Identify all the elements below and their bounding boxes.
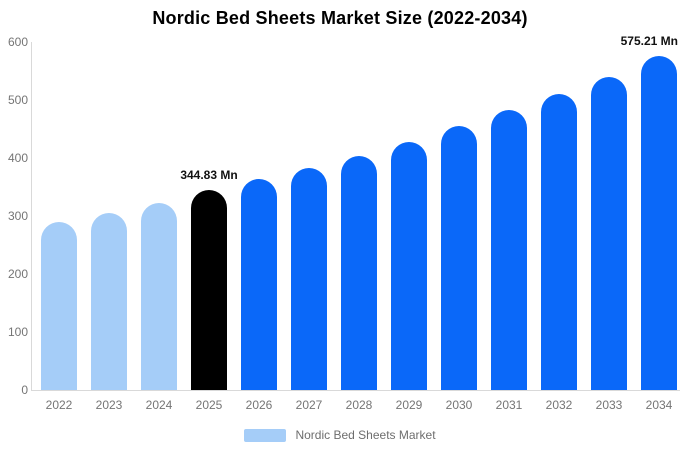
x-axis-tick-label: 2031 bbox=[495, 398, 523, 412]
x-axis-tick-label: 2028 bbox=[345, 398, 373, 412]
bar-2033[interactable] bbox=[591, 77, 627, 390]
bar-2031[interactable] bbox=[491, 110, 527, 390]
x-axis-tick-label: 2030 bbox=[445, 398, 473, 412]
y-axis-tick-label: 100 bbox=[7, 325, 28, 339]
legend-swatch bbox=[244, 428, 287, 442]
legend-item-nordic-bed-sheets-market[interactable]: Nordic Bed Sheets Market bbox=[244, 428, 436, 442]
bar-2024[interactable] bbox=[141, 203, 177, 390]
bar-2023[interactable] bbox=[91, 213, 127, 390]
y-axis-tick-label: 600 bbox=[7, 35, 28, 49]
x-axis-tick-label: 2029 bbox=[395, 398, 423, 412]
plot-area bbox=[31, 42, 680, 391]
bar-2026[interactable] bbox=[241, 179, 277, 390]
x-axis-tick-label: 2023 bbox=[95, 398, 123, 412]
y-axis-tick-label: 300 bbox=[7, 209, 28, 223]
x-axis-tick-label: 2027 bbox=[295, 398, 323, 412]
data-label-2034: 575.21 Mn bbox=[620, 34, 678, 49]
legend-label: Nordic Bed Sheets Market bbox=[295, 428, 436, 442]
bar-2034[interactable] bbox=[641, 56, 677, 390]
x-axis-tick-label: 2033 bbox=[595, 398, 623, 412]
bar-2032[interactable] bbox=[541, 94, 577, 390]
chart-title: Nordic Bed Sheets Market Size (2022-2034… bbox=[152, 8, 528, 28]
x-axis-tick-label: 2034 bbox=[645, 398, 673, 412]
legend: Nordic Bed Sheets Market bbox=[0, 428, 680, 442]
data-label-2025: 344.83 Mn bbox=[180, 167, 238, 182]
bar-2025[interactable] bbox=[191, 190, 227, 390]
x-axis-tick-label: 2026 bbox=[245, 398, 273, 412]
bar-2027[interactable] bbox=[291, 168, 327, 390]
y-axis-tick-label: 400 bbox=[7, 151, 28, 165]
bar-2029[interactable] bbox=[391, 142, 427, 390]
x-axis-tick-label: 2032 bbox=[545, 398, 573, 412]
y-axis-tick-label: 0 bbox=[21, 383, 28, 397]
x-axis-tick-label: 2022 bbox=[45, 398, 73, 412]
bar-2028[interactable] bbox=[341, 156, 377, 390]
x-axis-tick-label: 2024 bbox=[145, 398, 173, 412]
bar-2022[interactable] bbox=[41, 222, 77, 390]
bar-2030[interactable] bbox=[441, 126, 477, 390]
y-axis-tick-label: 200 bbox=[7, 267, 28, 281]
x-axis-tick-label: 2025 bbox=[195, 398, 223, 412]
y-axis-tick-label: 500 bbox=[7, 93, 28, 107]
